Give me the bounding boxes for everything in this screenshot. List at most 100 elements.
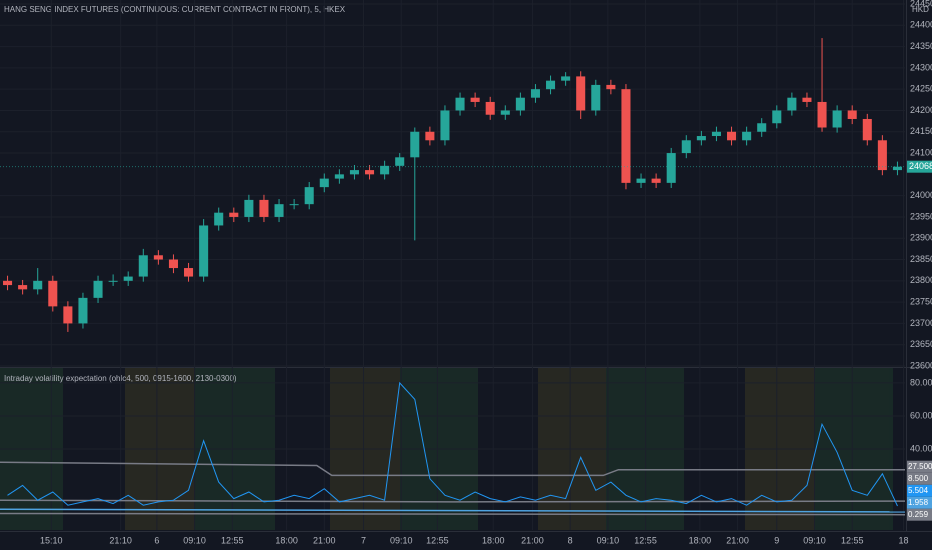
currency-label: HKD (912, 5, 929, 14)
indicator-line (0, 508, 906, 513)
x-tick-label: 12:55 (841, 535, 864, 545)
indicator-line (7, 381, 898, 507)
candle-body (48, 280, 58, 307)
last-price-tag (907, 160, 932, 173)
candle-body (199, 225, 209, 277)
candle-body (259, 199, 269, 217)
candle-body (18, 285, 28, 290)
candle-body (214, 212, 224, 226)
last-value-label: 1.958 (908, 498, 929, 507)
x-tick-label: 21:10 (109, 535, 132, 545)
candle-body (304, 187, 314, 205)
candle-body (546, 80, 556, 90)
y-tick-label: 24100 (910, 147, 932, 157)
candle-body (410, 131, 420, 158)
candle-body (576, 76, 586, 111)
y-tick-label: 23850 (910, 254, 932, 264)
y-tick-label: 24450 (910, 0, 932, 8)
candle-body (817, 101, 827, 128)
x-tick-label: 18 (898, 535, 908, 545)
x-tick-label: 7 (361, 535, 366, 545)
indicator-line (0, 512, 906, 516)
x-tick-label: 09:10 (390, 535, 413, 545)
y-tick-label: 23650 (910, 339, 932, 349)
candle-body (153, 255, 163, 260)
candle-body (877, 140, 887, 171)
candle-body (380, 165, 390, 175)
x-tick-label: 21:00 (313, 535, 336, 545)
candle-body (787, 97, 797, 111)
indicator-line (0, 461, 905, 477)
candle-body (3, 280, 13, 286)
y-tick-label: 24150 (910, 126, 932, 136)
last-value-tag (907, 496, 932, 509)
candle-body (365, 170, 375, 175)
y-tick-label: 24350 (910, 41, 932, 51)
last-value-label: 5.504 (908, 486, 929, 495)
y-tick-label: 60.000 (910, 410, 932, 420)
y-tick-label: 24400 (910, 20, 932, 30)
candle-body (591, 84, 601, 111)
candle-body (742, 131, 752, 141)
last-value-label: 27.500 (908, 462, 932, 471)
y-tick-label: 24200 (910, 105, 932, 115)
x-tick-label: 8 (568, 535, 573, 545)
y-tick-label: 40.000 (910, 443, 932, 453)
candle-body (425, 131, 435, 141)
last-value-tag (907, 460, 932, 473)
last-value-label: 0.259 (908, 510, 929, 519)
x-tick-label: 12:55 (221, 535, 244, 545)
y-tick-label: 23600 (910, 360, 932, 370)
candle-body (244, 199, 254, 217)
x-tick-label: 18:00 (689, 535, 712, 545)
last-value-label: 8.500 (908, 474, 929, 483)
candle-body (757, 123, 767, 132)
y-tick-label: 80.000 (910, 377, 932, 387)
candle-body (485, 101, 495, 115)
candle-body (274, 204, 284, 217)
candle-body (33, 280, 43, 290)
candle-body (93, 280, 103, 298)
candle-body (727, 131, 737, 141)
candle-body (78, 297, 88, 324)
candle-body (847, 110, 857, 119)
x-tick-label: 09:10 (803, 535, 826, 545)
y-tick-label: 23950 (910, 211, 932, 221)
candle-body (802, 97, 812, 102)
y-tick-label: 24300 (910, 62, 932, 72)
candle-body (666, 153, 676, 183)
y-tick-label: 23750 (910, 296, 932, 306)
candle-body (395, 157, 405, 166)
candle-body (606, 84, 616, 90)
candle-body (621, 89, 631, 183)
candle-body (319, 178, 329, 188)
last-value-tag (907, 508, 932, 521)
candle-body (108, 280, 118, 282)
x-tick-label: 21:00 (521, 535, 544, 545)
last-value-tag (907, 484, 932, 497)
candle-body (349, 170, 359, 175)
candle-body (772, 110, 782, 124)
candle-body (515, 97, 525, 111)
y-tick-label: 23700 (910, 318, 932, 328)
candle-body (289, 204, 299, 206)
y-tick-label: 23800 (910, 275, 932, 285)
candle-body (334, 174, 344, 179)
x-tick-label: 21:00 (726, 535, 749, 545)
candle-body (681, 140, 691, 154)
candle-body (440, 110, 450, 141)
indicator-line (0, 499, 906, 503)
x-tick-label: 18:00 (275, 535, 298, 545)
candle-body (63, 306, 73, 324)
candle-body (892, 166, 902, 171)
candle-body (455, 97, 465, 111)
last-value-tag (907, 472, 932, 485)
candle-body (696, 136, 706, 141)
candle-body (500, 110, 510, 115)
candle-body (561, 76, 571, 81)
candle-body (229, 212, 239, 217)
candle-body (184, 268, 194, 277)
candle-body (123, 276, 133, 281)
candle-body (530, 89, 540, 98)
